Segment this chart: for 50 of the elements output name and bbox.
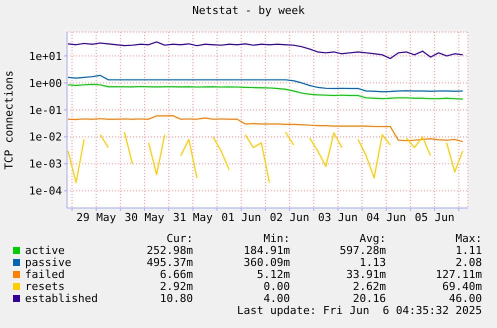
text: 252.98m — [146, 244, 193, 257]
x-tick-label: 01 Jun — [221, 210, 262, 224]
chart-title: Netstat - by week — [191, 4, 306, 17]
x-tick-label: 03 Jun — [318, 210, 358, 224]
x-tick-label: 05 Jun — [414, 210, 454, 224]
y-tick-label: 1e-02 — [28, 130, 62, 144]
line-series — [67, 41, 464, 60]
text: 2.08 — [456, 256, 482, 269]
text: 127.11m — [436, 268, 482, 281]
text: 4.00 — [264, 292, 290, 305]
y-tick-label: 1e-04 — [28, 184, 62, 198]
y-tick-label: 1e-01 — [28, 104, 62, 117]
text: 46.00 — [448, 292, 482, 305]
text: 1.13 — [360, 256, 386, 269]
text: 1.11 — [456, 244, 482, 257]
text: Cur: — [166, 232, 193, 245]
legend-label: established — [25, 292, 98, 305]
x-tick-label: 31 May — [173, 210, 214, 224]
text: 69.40m — [442, 280, 482, 293]
text: 20.16 — [352, 292, 386, 305]
line-series — [67, 74, 464, 92]
text: 6.66m — [160, 268, 193, 281]
text: Max: — [456, 232, 482, 245]
text: 0.00 — [264, 280, 290, 293]
legend-label: resets — [25, 280, 65, 293]
text: Last update: Fri Jun 6 04:35:32 2025 — [236, 304, 482, 317]
x-tick-label: 04 Jun — [366, 210, 406, 224]
x-tick-label: 29 May — [76, 210, 116, 224]
x-tick-label: 02 Jun — [270, 210, 310, 224]
text: 184.91m — [244, 244, 290, 257]
text: Avg: — [360, 232, 386, 245]
text: 495.37m — [146, 256, 193, 269]
y-axis-title: TCP connections — [2, 70, 16, 170]
text: 10.80 — [160, 292, 193, 305]
legend-label: passive — [25, 256, 72, 269]
line-series — [67, 84, 464, 100]
text: 2.92m — [160, 280, 193, 293]
y-tick-label: 1e-03 — [28, 158, 62, 171]
line-series — [67, 115, 464, 142]
legend-label: active — [25, 244, 65, 257]
text: Min: — [264, 232, 290, 245]
text: 5.12m — [256, 268, 290, 281]
text: 360.09m — [244, 256, 290, 269]
x-tick-label: 30 May — [124, 210, 165, 224]
y-tick-label: 1e+01 — [28, 50, 62, 63]
legend-label: failed — [25, 268, 65, 281]
text: 2.62m — [352, 280, 386, 293]
text: 597.28m — [340, 244, 386, 257]
text: 33.91m — [346, 268, 386, 281]
y-tick-label: 1e+00 — [28, 76, 62, 90]
